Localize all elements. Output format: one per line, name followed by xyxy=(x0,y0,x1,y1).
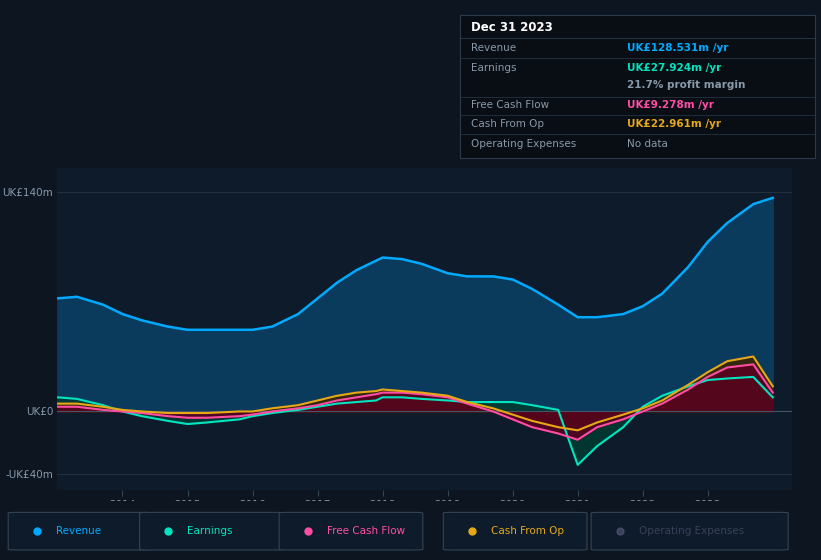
Text: UK£128.531m /yr: UK£128.531m /yr xyxy=(627,43,728,53)
Text: Revenue: Revenue xyxy=(470,43,516,53)
Text: UK£22.961m /yr: UK£22.961m /yr xyxy=(627,119,721,129)
Text: Cash From Op: Cash From Op xyxy=(491,526,564,535)
Text: UK£9.278m /yr: UK£9.278m /yr xyxy=(627,100,713,110)
FancyBboxPatch shape xyxy=(279,512,423,550)
FancyBboxPatch shape xyxy=(140,512,283,550)
Text: Revenue: Revenue xyxy=(56,526,101,535)
FancyBboxPatch shape xyxy=(591,512,788,550)
Text: UK£27.924m /yr: UK£27.924m /yr xyxy=(627,63,721,73)
Text: No data: No data xyxy=(627,139,667,149)
Text: 21.7% profit margin: 21.7% profit margin xyxy=(627,80,745,90)
Text: Operating Expenses: Operating Expenses xyxy=(470,139,576,149)
Text: Earnings: Earnings xyxy=(187,526,232,535)
Text: Free Cash Flow: Free Cash Flow xyxy=(327,526,405,535)
Text: Earnings: Earnings xyxy=(470,63,516,73)
FancyBboxPatch shape xyxy=(443,512,587,550)
Text: Operating Expenses: Operating Expenses xyxy=(639,526,744,535)
Text: Free Cash Flow: Free Cash Flow xyxy=(470,100,548,110)
FancyBboxPatch shape xyxy=(8,512,152,550)
Text: Dec 31 2023: Dec 31 2023 xyxy=(470,21,553,34)
Text: Cash From Op: Cash From Op xyxy=(470,119,544,129)
